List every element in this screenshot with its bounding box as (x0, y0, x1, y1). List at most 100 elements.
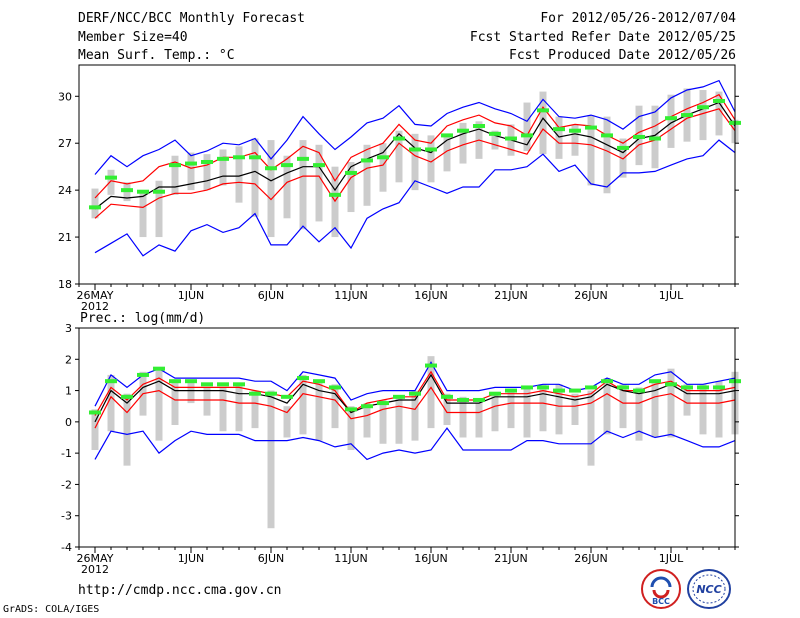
temp-range-bar (715, 91, 723, 136)
prec-range-bar (363, 403, 371, 438)
temp-range-bar (555, 116, 563, 159)
temp-analog-mark (313, 163, 325, 168)
temp-range-bar (491, 130, 499, 150)
prec-analog-mark (409, 391, 421, 396)
temp-series-max (94, 79, 736, 175)
temp-analog-mark (105, 175, 117, 180)
prec-range-bar (619, 384, 627, 429)
temp-analog-mark (649, 136, 661, 141)
prec-analog-mark (665, 382, 677, 387)
fcst-started-date: Fcst Started Refer Date 2012/05/25 (469, 30, 736, 45)
temp-analog-mark (153, 189, 165, 194)
prec-range-bar (251, 390, 259, 429)
prec-analog-mark (553, 388, 565, 393)
temp-analog-mark (89, 205, 101, 210)
prec-range-bar (555, 384, 563, 435)
temp-x-tick-label: 26JUN (574, 289, 608, 302)
prec-analog-mark (393, 394, 405, 399)
prec-range-bar (219, 387, 227, 432)
prec-analog-mark (265, 391, 277, 396)
temp-analog-mark (713, 98, 725, 103)
temp-analog-mark (137, 189, 149, 194)
temp-analog-mark (409, 147, 421, 152)
temp-analog-mark (665, 116, 677, 121)
prec-y-tick-label: -1 (61, 447, 72, 460)
source-url[interactable]: http://cmdp.ncc.cma.gov.cn (78, 583, 282, 598)
temp-analog-mark (169, 163, 181, 168)
prec-range-bar (283, 406, 291, 438)
temp-analog-mark (585, 125, 597, 130)
prec-x-tick-label: 1JUL (659, 552, 684, 565)
temp-analog-mark (697, 105, 709, 110)
temp-analog-mark (473, 124, 485, 129)
prec-range-bar (699, 384, 707, 435)
prec-analog-mark (249, 391, 261, 396)
prec-analog-mark (585, 385, 597, 390)
temp-analog-mark (265, 166, 277, 171)
prec-year-label: 2012 (81, 563, 109, 576)
prec-analog-mark (633, 388, 645, 393)
prec-analog-mark (137, 372, 149, 377)
prec-y-tick-label: -4 (61, 541, 72, 554)
prec-range-bar (635, 387, 643, 441)
temp-analog-mark (297, 156, 309, 161)
temp-y-tick-label: 18 (58, 278, 72, 291)
prec-analog-mark (153, 366, 165, 371)
prec-range-bar (715, 381, 723, 438)
temp-analog-mark (569, 128, 581, 133)
prec-analog-mark (617, 385, 629, 390)
temp-range-bar (411, 133, 419, 191)
temp-range-bar (107, 169, 115, 195)
temp-analog-mark (185, 161, 197, 166)
temp-x-tick-label: 16JUN (414, 289, 448, 302)
temp-analog-mark (489, 131, 501, 136)
prec-analog-mark (297, 376, 309, 381)
temp-analog-mark (601, 133, 613, 138)
temp-y-tick-label: 30 (58, 90, 72, 103)
temp-range-bar (619, 138, 627, 178)
prec-range-bar (507, 390, 515, 429)
chart-title: DERF/NCC/BCC Monthly Forecast (78, 11, 305, 26)
temp-analog-mark (617, 145, 629, 150)
prec-range-bar (523, 387, 531, 438)
prec-analog-mark (569, 388, 581, 393)
prec-range-bar (427, 356, 435, 429)
prec-series-mean (94, 373, 736, 423)
temp-range-bar (347, 161, 355, 213)
temp-range-bar (155, 180, 163, 238)
prec-analog-mark (537, 385, 549, 390)
prec-analog-mark (361, 404, 373, 409)
prec-range-bar (587, 390, 595, 466)
temp-x-tick-label: 6JUN (258, 289, 285, 302)
prec-range-bar (683, 384, 691, 416)
prec-y-tick-label: 0 (65, 416, 72, 429)
prec-x-tick-label: 26JUN (574, 552, 608, 565)
temp-range-bar (363, 144, 371, 206)
prec-range-bar (187, 381, 195, 404)
temp-range-bar (443, 133, 451, 172)
prec-series-lower (94, 386, 736, 429)
prec-analog-mark (217, 382, 229, 387)
bcc-logo-text: BCC (652, 597, 670, 606)
temp-year-label: 2012 (81, 300, 109, 313)
prec-y-tick-label: 1 (65, 385, 72, 398)
prec-range-bar (603, 378, 611, 435)
prec-analog-mark (329, 385, 341, 390)
temp-analog-mark (121, 188, 133, 193)
temp-range-bar (203, 154, 211, 191)
prec-analog-mark (345, 407, 357, 412)
grads-credit: GrADS: COLA/IGES (3, 604, 100, 615)
prec-analog-mark (489, 391, 501, 396)
prec-range-bar (411, 390, 419, 441)
temp-range-bar (459, 122, 467, 164)
prec-x-tick-label: 26MAY (77, 552, 114, 565)
prec-analog-mark (105, 379, 117, 384)
temp-x-tick-label: 1JUL (659, 289, 684, 302)
temp-range-bar (91, 188, 99, 219)
temp-analog-mark (441, 133, 453, 138)
prec-range-bar (123, 393, 131, 466)
temp-range-bar (235, 146, 243, 203)
temp-analog-mark (345, 170, 357, 175)
temp-x-tick-label: 1JUN (178, 289, 205, 302)
